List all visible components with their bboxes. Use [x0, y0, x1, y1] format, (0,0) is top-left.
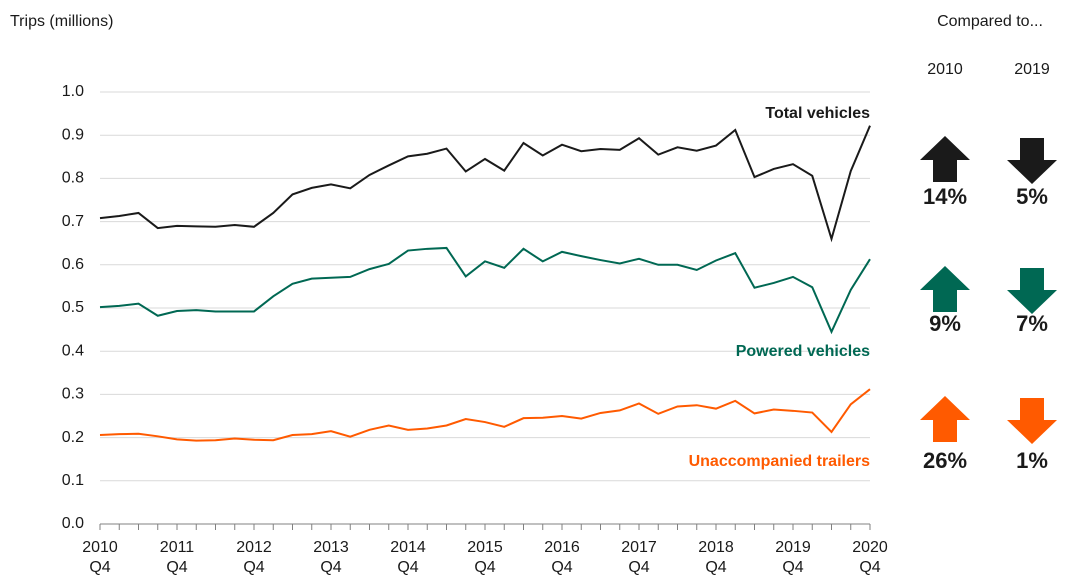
x-tick-label: 2019 Q4 [775, 539, 811, 576]
y-tick-label: 0.6 [62, 256, 84, 273]
comparison-title: Compared to... [937, 13, 1043, 30]
series-label: Unaccompanied trailers [689, 453, 871, 470]
y-tick-label: 0.9 [62, 126, 84, 143]
column-header: 2010 [927, 61, 963, 78]
x-tick-label: 2016 Q4 [544, 539, 580, 576]
x-tick-label: 2014 Q4 [390, 539, 426, 576]
direction-arrow [1007, 138, 1057, 184]
x-tick-label: 2013 Q4 [313, 539, 349, 576]
series-line [99, 388, 871, 442]
y-tick-label: 0.8 [62, 170, 84, 187]
column-header: 2019 [1014, 61, 1050, 78]
series-label: Total vehicles [765, 105, 870, 122]
direction-arrow [920, 396, 970, 442]
x-tick-label: 2018 Q4 [698, 539, 734, 576]
x-tick-label: 2015 Q4 [467, 539, 503, 576]
change-value: 14% [923, 184, 967, 209]
direction-arrow [1007, 398, 1057, 444]
change-value: 1% [1016, 448, 1048, 473]
y-tick-label: 0.5 [62, 299, 84, 316]
series-label: Powered vehicles [736, 343, 870, 360]
y-tick-label: 0.4 [62, 342, 84, 359]
change-value: 7% [1016, 311, 1048, 336]
change-value: 9% [929, 311, 961, 336]
direction-arrow [1007, 268, 1057, 314]
series-line [99, 246, 871, 335]
series-line [99, 125, 871, 243]
x-tick-label: 2012 Q4 [236, 539, 272, 576]
y-tick-label: 0.1 [62, 472, 84, 489]
x-tick-label: 2020 Q4 [852, 539, 888, 576]
direction-arrow [920, 266, 970, 312]
y-tick-label: 0.2 [62, 429, 84, 446]
y-tick-label: 0.7 [62, 213, 84, 230]
direction-arrow [920, 136, 970, 182]
change-value: 26% [923, 448, 967, 473]
y-tick-label: 0.0 [62, 515, 84, 532]
x-tick-label: 2017 Q4 [621, 539, 657, 576]
y-tick-label: 1.0 [62, 83, 84, 100]
change-value: 5% [1016, 184, 1048, 209]
y-tick-label: 0.3 [62, 386, 84, 403]
x-tick-label: 2010 Q4 [82, 539, 118, 576]
x-tick-label: 2011 Q4 [159, 539, 195, 576]
y-axis-label: Trips (millions) [10, 13, 113, 30]
